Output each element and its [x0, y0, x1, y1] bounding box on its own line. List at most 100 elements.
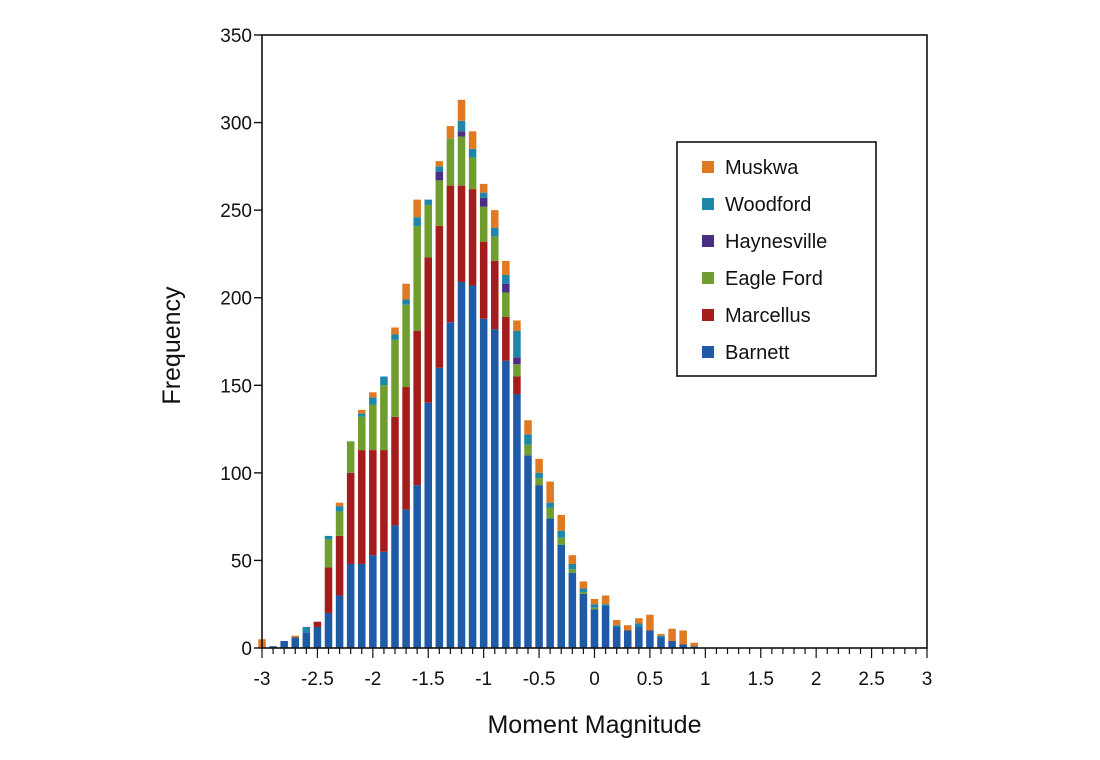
bar-barnett	[269, 646, 277, 648]
bar-marcellus	[457, 185, 466, 282]
bar-eagle-ford	[590, 607, 599, 610]
bar-muskwa	[568, 555, 577, 564]
bar-eagle-ford	[524, 444, 532, 456]
bar-eagle-ford	[490, 236, 499, 261]
bar-woodford	[657, 635, 665, 638]
bar-woodford	[402, 299, 410, 305]
bar-muskwa	[413, 199, 421, 218]
bar-barnett	[346, 563, 355, 648]
bar-muskwa	[357, 409, 366, 414]
bar-eagle-ford	[391, 339, 399, 417]
bar-woodford	[369, 397, 377, 405]
bar-woodford	[457, 120, 466, 132]
bar-muskwa	[479, 183, 488, 193]
bar-muskwa	[490, 210, 499, 228]
bar-muskwa	[646, 614, 654, 631]
bar-barnett	[546, 518, 554, 648]
bar-muskwa	[402, 283, 410, 300]
bar-eagle-ford	[380, 385, 388, 451]
bar-barnett	[468, 285, 477, 648]
bar-barnett	[479, 318, 488, 648]
bar-barnett	[679, 644, 687, 648]
bar-barnett	[568, 572, 577, 648]
bar-woodford	[424, 199, 433, 205]
bar-eagle-ford	[413, 225, 421, 331]
legend-label-barnett: Barnett	[725, 342, 790, 364]
bar-marcellus	[424, 257, 433, 403]
bar-muskwa	[546, 481, 554, 503]
bar-muskwa	[601, 595, 610, 605]
bar-muskwa	[679, 630, 687, 645]
x-tick-label: -1.5	[412, 669, 445, 690]
bar-woodford	[568, 563, 577, 570]
bar-muskwa	[612, 619, 621, 626]
bar-barnett	[612, 626, 621, 648]
bar-barnett	[657, 637, 665, 648]
bar-woodford	[579, 588, 588, 592]
bar-woodford	[601, 604, 610, 606]
bar-muskwa	[391, 327, 399, 335]
bar-muskwa	[623, 625, 632, 631]
bar-muskwa	[291, 635, 300, 638]
bar-barnett	[668, 640, 676, 648]
bar-barnett	[291, 637, 300, 648]
bar-muskwa	[690, 642, 699, 647]
bar-barnett	[623, 630, 632, 648]
legend: Muskwa Woodford Haynesville Eagle Ford Marce…	[676, 141, 877, 377]
bar-eagle-ford	[502, 292, 510, 317]
bar-woodford	[502, 274, 510, 284]
bar-eagle-ford	[457, 136, 466, 186]
bar-eagle-ford	[513, 364, 521, 377]
bar-barnett	[302, 632, 311, 648]
bar-barnett	[335, 595, 344, 648]
y-tick-label: 350	[220, 26, 252, 47]
bar-barnett	[324, 612, 333, 648]
bar-woodford	[524, 434, 532, 445]
bar-muskwa	[435, 161, 444, 167]
y-tick-label: 250	[220, 201, 252, 222]
bar-barnett	[391, 525, 399, 648]
legend-label-muskwa: Muskwa	[725, 157, 799, 179]
bar-muskwa	[657, 633, 665, 636]
bar-woodford	[391, 334, 399, 340]
x-axis-label: Moment Magnitude	[487, 711, 701, 739]
bar-woodford	[302, 626, 311, 633]
bar-barnett	[690, 646, 699, 648]
bar-muskwa	[457, 99, 466, 121]
bar-marcellus	[446, 185, 455, 323]
bar-barnett	[590, 609, 599, 648]
bar-eagle-ford	[468, 157, 477, 190]
y-tick-label: 100	[220, 464, 252, 485]
bar-eagle-ford	[557, 537, 566, 545]
bar-woodford	[380, 376, 388, 386]
legend-swatch-muskwa	[702, 161, 714, 173]
legend-swatch-barnett	[702, 346, 714, 358]
legend-swatch-woodford	[702, 198, 714, 210]
bar-haynesville	[502, 283, 510, 293]
y-axis-label: Frequency	[158, 286, 186, 405]
bar-eagle-ford	[568, 569, 577, 573]
bar-muskwa	[635, 618, 643, 624]
bar-muskwa	[513, 320, 521, 331]
legend-swatch-marcellus	[702, 309, 714, 321]
bar-barnett	[446, 322, 455, 648]
x-tick-label: -3	[254, 669, 271, 690]
bar-haynesville	[479, 197, 488, 207]
x-tick-label: 1	[700, 669, 711, 690]
bar-barnett	[524, 455, 532, 648]
bar-woodford	[535, 472, 543, 479]
bar-woodford	[635, 623, 643, 627]
bar-marcellus	[313, 621, 322, 627]
x-tick-label: -1	[475, 669, 492, 690]
bar-woodford	[335, 506, 344, 512]
y-tick-label: 150	[220, 376, 252, 397]
bar-barnett	[402, 509, 410, 648]
legend-box	[676, 141, 877, 377]
bar-muskwa	[557, 514, 566, 531]
bar-muskwa	[524, 420, 532, 435]
bar-marcellus	[335, 535, 344, 596]
x-tick-label: 1.5	[748, 669, 774, 690]
bar-marcellus	[479, 241, 488, 319]
bar-barnett	[557, 544, 566, 648]
bar-haynesville	[435, 171, 444, 181]
